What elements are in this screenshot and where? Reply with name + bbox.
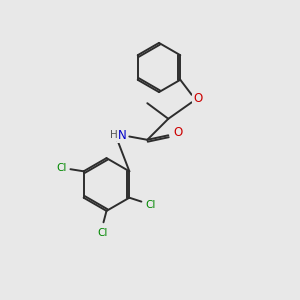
Text: Cl: Cl [146, 200, 156, 210]
Text: O: O [173, 126, 182, 140]
Text: Cl: Cl [98, 227, 108, 238]
Text: Cl: Cl [57, 163, 67, 173]
Text: O: O [193, 92, 202, 106]
Text: N: N [118, 129, 127, 142]
Text: H: H [110, 130, 118, 140]
